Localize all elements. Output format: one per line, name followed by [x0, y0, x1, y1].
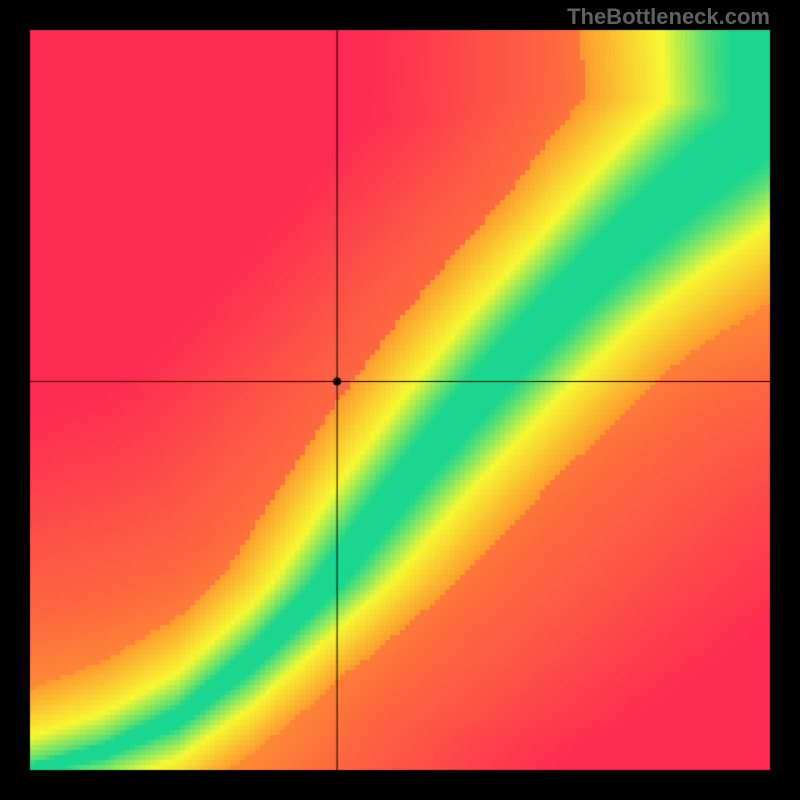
chart-container: TheBottleneck.com	[0, 0, 800, 800]
heatmap-canvas	[0, 0, 800, 800]
watermark: TheBottleneck.com	[567, 4, 770, 30]
